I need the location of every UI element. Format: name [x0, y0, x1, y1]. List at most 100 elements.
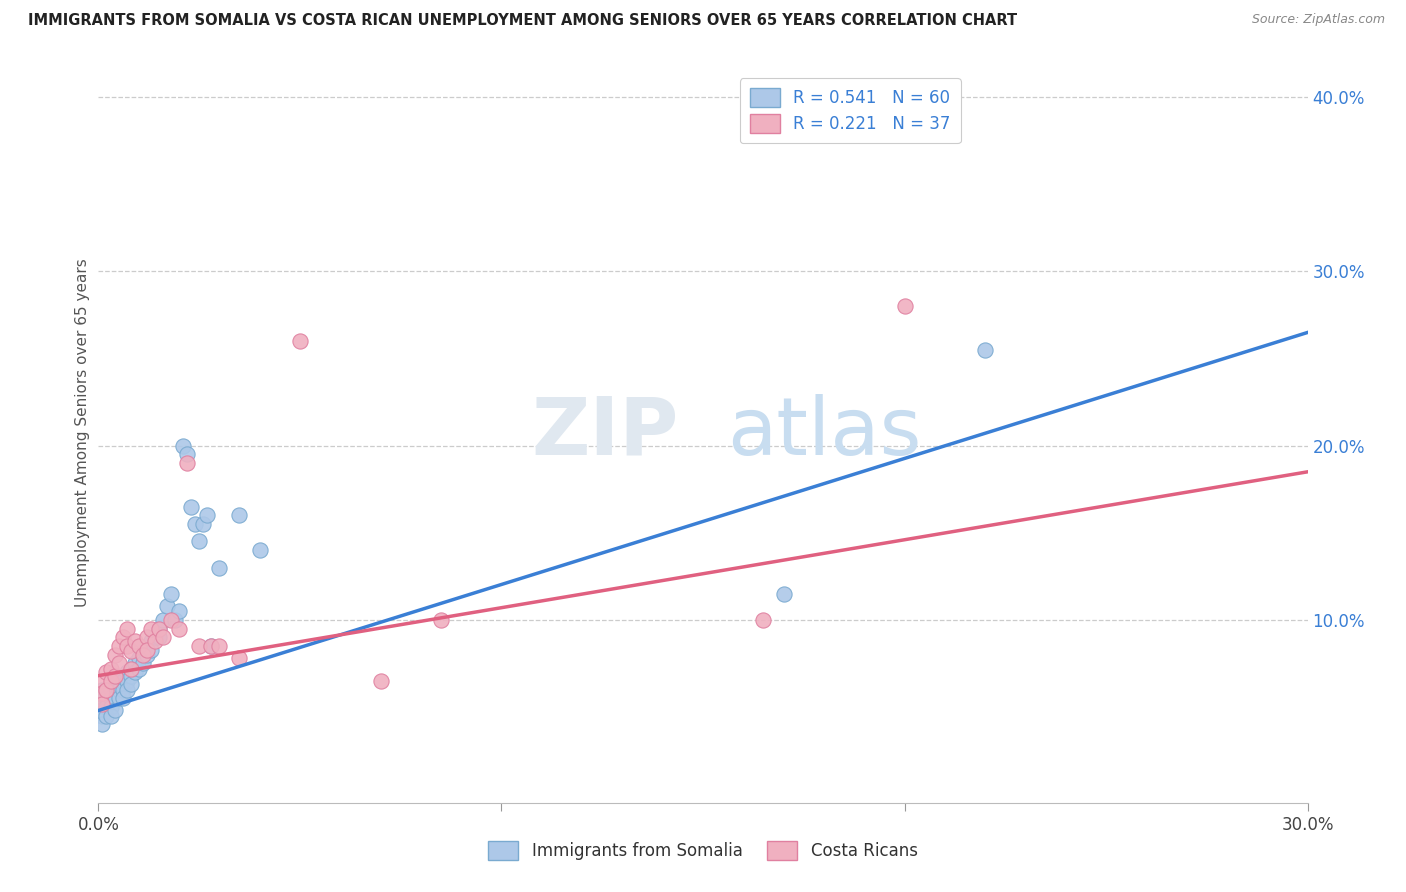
- Point: [184, 517, 207, 532]
- Point: [128, 651, 150, 665]
- Point: [91, 697, 114, 711]
- Point: [111, 673, 134, 688]
- Point: [135, 630, 157, 644]
- Point: [370, 673, 392, 688]
- Point: [107, 673, 129, 688]
- Point: [143, 633, 166, 648]
- Y-axis label: Unemployment Among Seniors over 65 years: Unemployment Among Seniors over 65 years: [75, 259, 90, 607]
- Point: [111, 630, 134, 644]
- Point: [128, 639, 150, 653]
- Point: [172, 439, 194, 453]
- Point: [139, 642, 162, 657]
- Point: [124, 665, 146, 680]
- Point: [148, 630, 170, 644]
- Point: [91, 717, 114, 731]
- Point: [167, 622, 190, 636]
- Point: [135, 642, 157, 657]
- Point: [107, 657, 129, 671]
- Point: [228, 651, 250, 665]
- Point: [132, 648, 155, 662]
- Legend: Immigrants from Somalia, Costa Ricans: Immigrants from Somalia, Costa Ricans: [479, 832, 927, 869]
- Point: [135, 648, 157, 662]
- Point: [139, 633, 162, 648]
- Point: [139, 622, 162, 636]
- Point: [103, 668, 125, 682]
- Point: [208, 560, 231, 574]
- Point: [120, 677, 142, 691]
- Point: [120, 668, 142, 682]
- Point: [120, 662, 142, 676]
- Point: [772, 587, 794, 601]
- Point: [195, 508, 218, 523]
- Point: [103, 648, 125, 662]
- Point: [111, 682, 134, 697]
- Point: [288, 334, 311, 348]
- Point: [249, 543, 271, 558]
- Point: [752, 613, 775, 627]
- Point: [974, 343, 997, 357]
- Point: [107, 691, 129, 706]
- Point: [163, 613, 186, 627]
- Text: atlas: atlas: [727, 393, 921, 472]
- Point: [208, 639, 231, 653]
- Point: [91, 700, 114, 714]
- Point: [107, 639, 129, 653]
- Point: [143, 630, 166, 644]
- Point: [103, 691, 125, 706]
- Point: [100, 691, 122, 706]
- Point: [100, 708, 122, 723]
- Point: [115, 682, 138, 697]
- Point: [96, 686, 118, 700]
- Point: [152, 613, 174, 627]
- Point: [430, 613, 453, 627]
- Point: [115, 673, 138, 688]
- Point: [120, 644, 142, 658]
- Point: [176, 456, 198, 470]
- Point: [96, 708, 118, 723]
- Point: [124, 633, 146, 648]
- Point: [103, 682, 125, 697]
- Point: [96, 691, 118, 706]
- Point: [96, 700, 118, 714]
- Point: [96, 665, 118, 680]
- Text: Source: ZipAtlas.com: Source: ZipAtlas.com: [1251, 13, 1385, 27]
- Point: [91, 691, 114, 706]
- Text: IMMIGRANTS FROM SOMALIA VS COSTA RICAN UNEMPLOYMENT AMONG SENIORS OVER 65 YEARS : IMMIGRANTS FROM SOMALIA VS COSTA RICAN U…: [28, 13, 1018, 29]
- Point: [100, 682, 122, 697]
- Point: [135, 639, 157, 653]
- Point: [103, 703, 125, 717]
- Point: [188, 639, 211, 653]
- Point: [100, 700, 122, 714]
- Point: [160, 587, 183, 601]
- Point: [148, 622, 170, 636]
- Point: [156, 599, 179, 613]
- Point: [91, 703, 114, 717]
- Point: [111, 691, 134, 706]
- Point: [100, 662, 122, 676]
- Point: [200, 639, 222, 653]
- Point: [167, 604, 190, 618]
- Text: ZIP: ZIP: [531, 393, 679, 472]
- Point: [152, 630, 174, 644]
- Point: [100, 673, 122, 688]
- Point: [124, 657, 146, 671]
- Point: [132, 648, 155, 662]
- Point: [893, 299, 915, 313]
- Point: [160, 613, 183, 627]
- Point: [115, 622, 138, 636]
- Point: [148, 622, 170, 636]
- Point: [107, 682, 129, 697]
- Point: [91, 682, 114, 697]
- Point: [115, 639, 138, 653]
- Point: [115, 665, 138, 680]
- Point: [91, 686, 114, 700]
- Point: [200, 639, 222, 653]
- Point: [193, 517, 215, 532]
- Point: [132, 657, 155, 671]
- Point: [96, 682, 118, 697]
- Point: [91, 673, 114, 688]
- Point: [228, 508, 250, 523]
- Point: [180, 500, 202, 514]
- Point: [120, 662, 142, 676]
- Point: [176, 447, 198, 461]
